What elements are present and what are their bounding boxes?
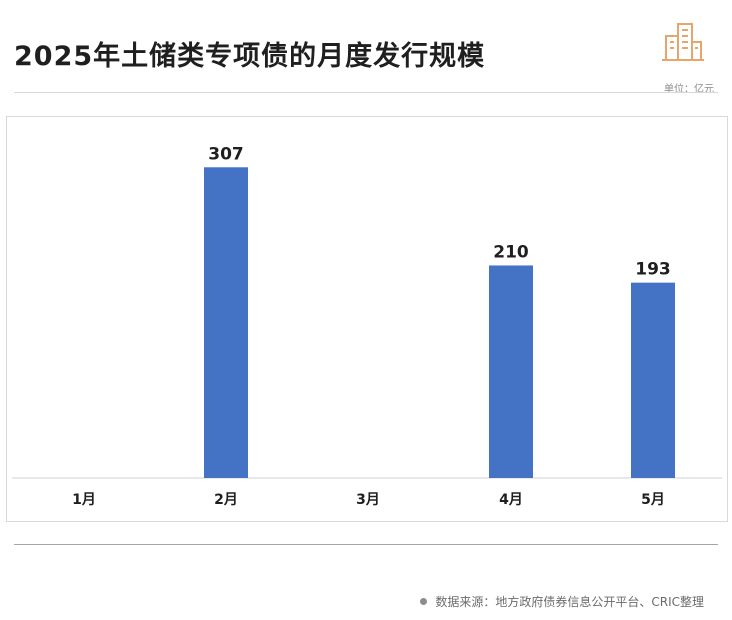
chart-title: 2025年土储类专项债的月度发行规模 <box>14 41 486 72</box>
bar-chart: 1月 307 2月 3月 210 4月 193 5月 <box>12 144 722 508</box>
x-tick-label-5: 5月 <box>641 492 665 508</box>
chart-frame <box>6 116 728 522</box>
data-label-2: 307 <box>208 144 244 164</box>
x-tick-label-3: 3月 <box>356 492 380 508</box>
data-label-5: 193 <box>635 260 671 280</box>
title-divider <box>14 92 718 93</box>
x-tick-label-1: 1月 <box>72 492 96 508</box>
data-source: 数据来源：地方政府债券信息公开平台、CRIC整理 <box>420 593 704 610</box>
bar-2 <box>204 167 248 478</box>
data-label-4: 210 <box>493 242 529 262</box>
bar-4 <box>489 265 533 478</box>
unit-label: 单位：亿元 <box>664 84 714 95</box>
buildings-logo-icon <box>660 18 706 68</box>
footer-divider <box>14 544 718 545</box>
x-tick-label-2: 2月 <box>214 492 238 508</box>
bar-5 <box>631 282 675 478</box>
data-source-text: 数据来源：地方政府债券信息公开平台、CRIC整理 <box>435 595 704 609</box>
bullet-dot-icon <box>420 598 428 605</box>
x-tick-label-4: 4月 <box>499 492 523 508</box>
